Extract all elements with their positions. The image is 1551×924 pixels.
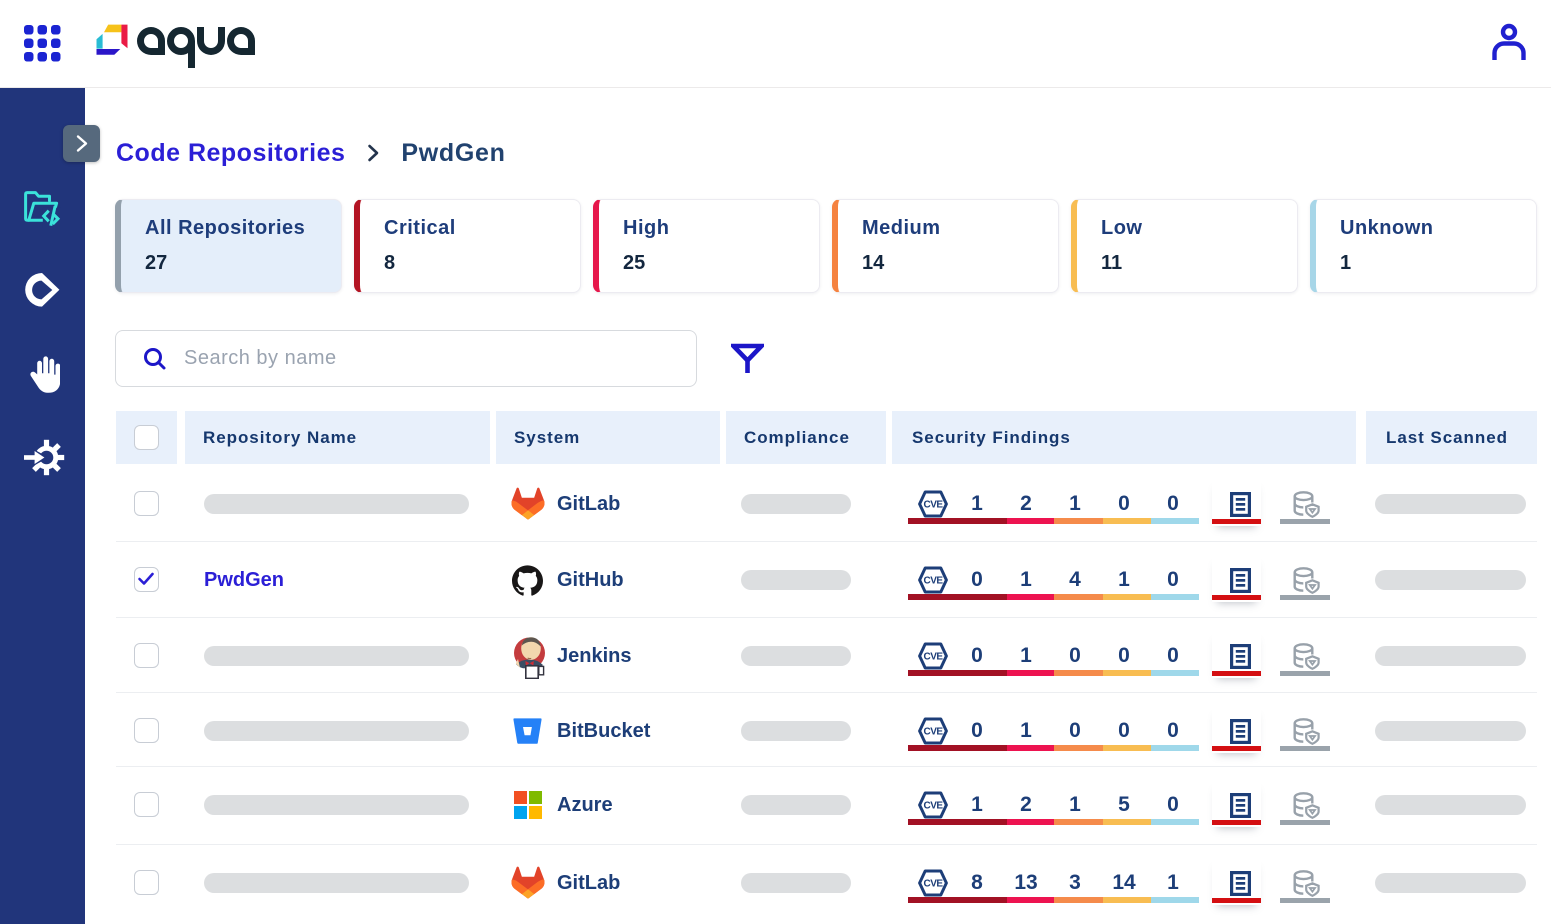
svg-text:CVE: CVE	[923, 652, 943, 663]
svg-text:CVE: CVE	[923, 801, 943, 812]
svg-text:CVE: CVE	[923, 879, 943, 890]
svg-text:CVE: CVE	[923, 576, 943, 587]
svg-text:CVE: CVE	[923, 500, 943, 511]
svg-text:CVE: CVE	[923, 727, 943, 738]
